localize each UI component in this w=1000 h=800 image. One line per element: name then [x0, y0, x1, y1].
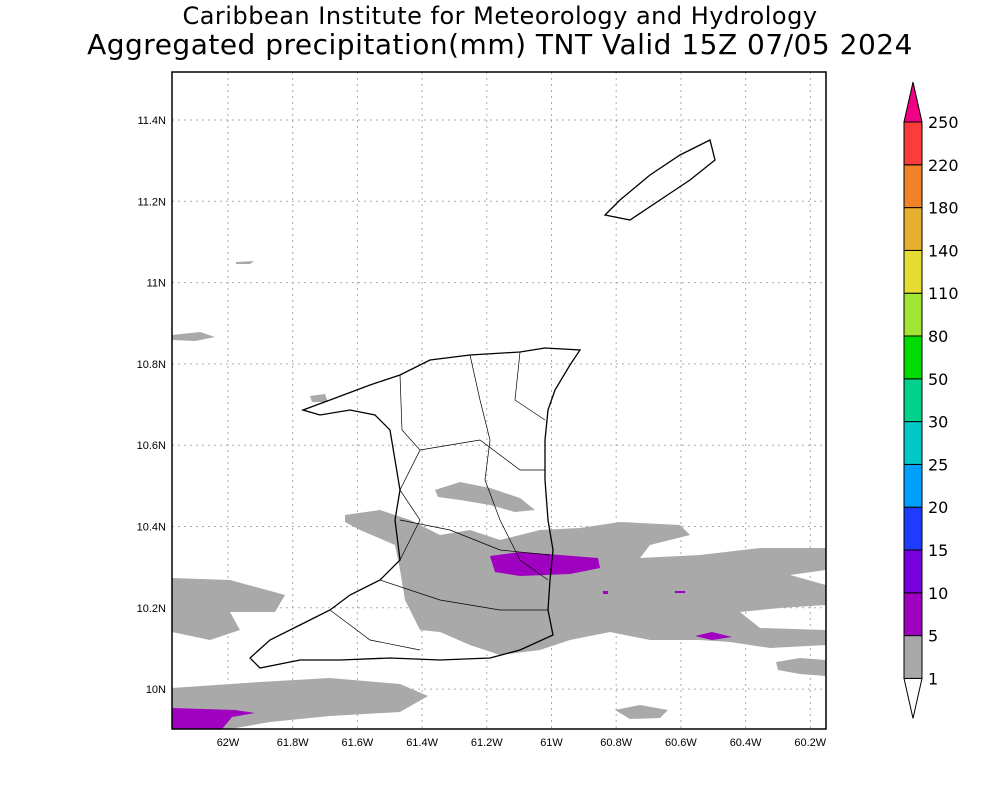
colorbar-label: 180 — [928, 199, 959, 218]
colorbar-segment-220 — [903, 121, 923, 166]
colorbar-segment-15 — [903, 506, 923, 551]
lat-tick-label: 10.2N — [137, 603, 166, 615]
lon-tick-label: 60.4W — [730, 737, 762, 749]
lon-tick-label: 61.6W — [342, 737, 374, 749]
lat-tick-label: 10.8N — [137, 359, 166, 371]
lon-tick-label: 61.8W — [277, 737, 309, 749]
colorbar-segment-80 — [903, 292, 923, 337]
precip-1-5mm — [172, 261, 826, 729]
colorbar-segment-10 — [903, 549, 923, 594]
lon-tick-label: 60.6W — [665, 737, 697, 749]
colorbar-segment-110 — [903, 249, 923, 294]
lon-tick-label: 61.2W — [471, 737, 503, 749]
colorbar-segment-5 — [903, 592, 923, 637]
colorbar-label: 140 — [928, 241, 959, 260]
colorbar-label: 220 — [928, 156, 959, 175]
lat-tick-label: 11.2N — [137, 196, 166, 208]
title-line-1: Caribbean Institute for Meteorology and … — [182, 2, 818, 30]
trinidad-outline — [249, 347, 582, 669]
lat-tick-label: 10N — [146, 684, 166, 696]
colorbar-segment-25 — [903, 421, 923, 465]
lat-tick-label: 11.4N — [137, 115, 166, 127]
colorbar-label: 1 — [928, 669, 938, 688]
lat-tick-label: 10.4N — [137, 522, 166, 534]
colorbar-label: 25 — [928, 455, 948, 474]
colorbar-segment-30 — [903, 378, 923, 423]
colorbar-segment-50 — [903, 335, 923, 380]
colorbar-label: 30 — [928, 413, 948, 432]
colorbar-segment-180 — [903, 164, 923, 209]
colorbar-label: 250 — [928, 113, 959, 132]
tobago-outline — [603, 139, 716, 221]
colorbar-segment-20 — [903, 463, 923, 508]
colorbar-label: 80 — [928, 327, 948, 346]
lon-tick-label: 60.2W — [794, 737, 826, 749]
map-frame — [171, 71, 827, 730]
lon-tick-label: 60.8W — [600, 737, 632, 749]
colorbar-lower-arrow — [903, 677, 923, 719]
lon-tick-label: 62W — [217, 737, 240, 749]
lon-tick-label: 61W — [540, 737, 563, 749]
lat-tick-label: 10.6N — [137, 440, 166, 452]
colorbar-label: 50 — [928, 370, 948, 389]
colorbar-upper-arrow — [903, 81, 923, 123]
colorbar-label: 10 — [928, 584, 948, 603]
colorbar-segment-140 — [903, 207, 923, 251]
colorbar-label: 20 — [928, 498, 948, 517]
lat-tick-label: 11N — [147, 278, 166, 290]
colorbar-segment-1 — [903, 635, 923, 679]
colorbar-label: 5 — [928, 627, 938, 646]
lon-tick-label: 61.4W — [406, 737, 438, 749]
precip-5-10mm — [172, 552, 732, 729]
colorbar-label: 110 — [928, 284, 959, 303]
colorbar-label: 15 — [928, 541, 948, 560]
title-line-2: Aggregated precipitation(mm) TNT Valid 1… — [87, 28, 913, 61]
